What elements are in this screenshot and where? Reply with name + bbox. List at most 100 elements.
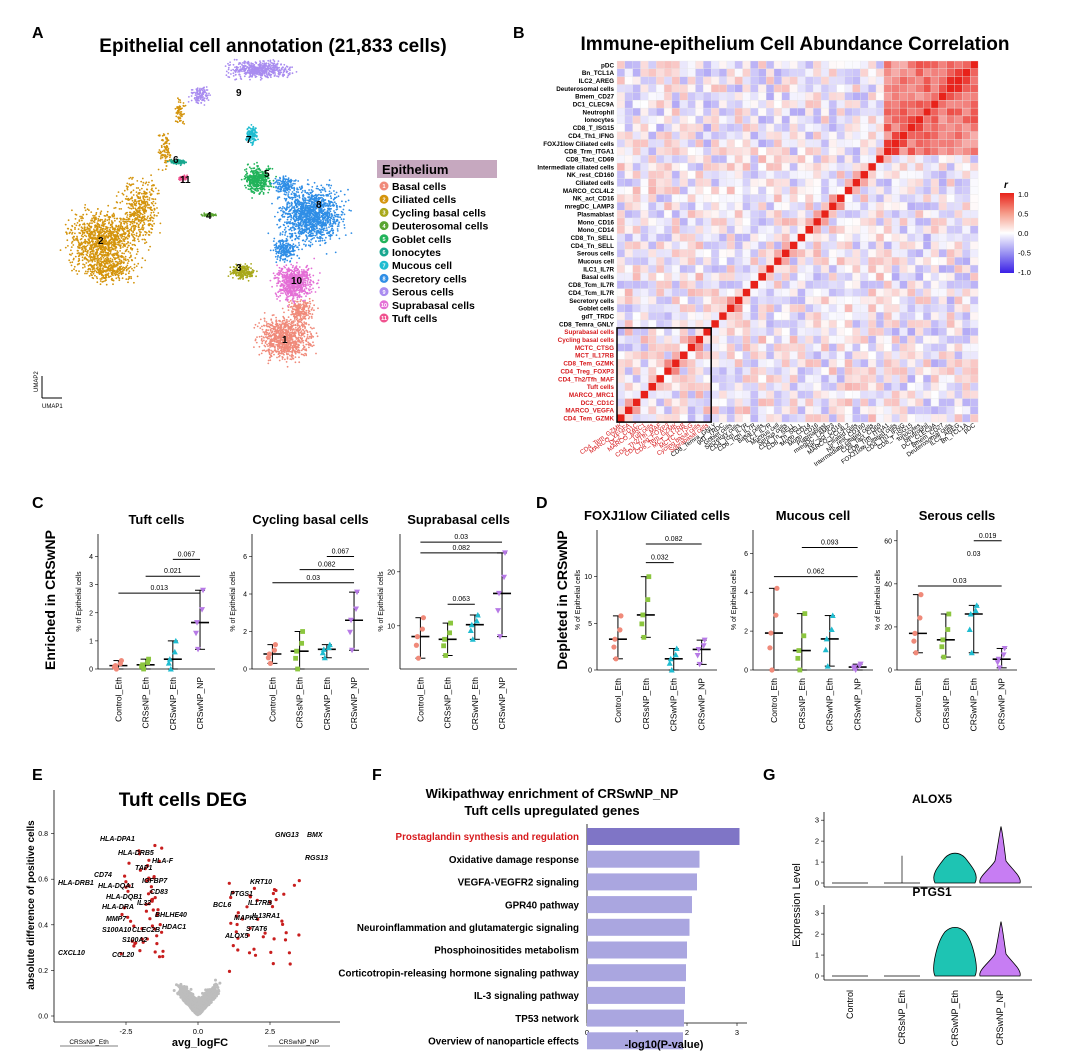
panel-c-ylabel: Enriched in CRSwNP (42, 530, 58, 670)
volcano-gene-label: IGFBP7 (142, 878, 168, 885)
dotplot-ytick: 6 (243, 554, 247, 561)
volcano-gene-label: CCL20 (112, 952, 134, 959)
dotplot-ylabel: % of Epithelial cells (731, 569, 738, 630)
umap-legend-title: Epithelium (382, 162, 448, 177)
volcano-gene-label: MAPK1 (234, 915, 259, 922)
umap-points-4 (200, 212, 218, 218)
volcano-points-sig (119, 843, 301, 974)
umap-legend-dot-5 (379, 234, 389, 244)
pathway-label: IL-3 signaling pathway (474, 991, 580, 1002)
heatmap-row-11 (616, 139, 979, 148)
dotplot-ytick: 5 (588, 621, 592, 628)
volcano-xlabel: avg_logFC (172, 1037, 228, 1049)
heatmap-row-label: CD4_Th2/Tfh_MAF (558, 376, 614, 383)
volcano-gene-label: ALOX5 (224, 933, 248, 940)
umap-legend-label-8: Secretory cells (392, 273, 467, 285)
umap-legend-id-3: 3 (382, 211, 385, 217)
heatmap-row-35 (616, 327, 979, 336)
heatmap-row-label: MCTC_CTSG (575, 345, 614, 352)
dotplot-group-label: Control_Eth (613, 678, 623, 723)
violin-group-label: Control (845, 990, 855, 1019)
heatmap-row-label: CD4_Treg_FOXP3 (560, 368, 614, 375)
panel-f-pathways: Wikipathway enrichment of CRSwNP_NP Tuft… (338, 786, 747, 1051)
heatmap-colorbar-ticks: 1.0 0.5 0.0 -0.5 -1.0 (1018, 190, 1031, 277)
dotplot-ytick: 0 (888, 668, 892, 675)
heatmap-row-label: CD4_Tcm_IL7R (568, 290, 614, 297)
volcano-gene-label: CD74 (94, 872, 112, 879)
panel-d-ylabel: Depleted in CRSwNP (554, 530, 570, 669)
panel-a-umap: Epithelial cell annotation (21,833 cells… (34, 36, 497, 410)
heatmap-row-label: NK_rest_CD160 (567, 172, 615, 179)
volcano-xtick: -2.5 (120, 1027, 133, 1036)
heatmap-highlight-box (616, 327, 712, 423)
umap-points-9 (187, 86, 212, 106)
pathway-label: Phosphoinositides metabolism (434, 946, 579, 957)
dotplot-serous-cells: Serous cells 0 20 40 60 % of Epithelial cells… (875, 508, 1017, 731)
umap-legend-dot-8 (379, 273, 389, 283)
volcano-ytick: 0.2 (38, 968, 48, 975)
heatmap-row-label: CD4_Th1_IFNG (568, 133, 614, 140)
dotplot-pvalue: 0.063 (452, 596, 470, 603)
violin-ytick: 3 (815, 909, 819, 918)
heatmap-row-label: Ionocytes (585, 117, 615, 124)
heatmap-row-5 (616, 92, 979, 101)
heatmap-row-label: CD8_Tn_SELL (571, 235, 615, 242)
dotplot-title: Serous cells (919, 508, 996, 523)
pathway-bar (587, 1032, 683, 1050)
heatmap-row-label: Cycling basal cells (558, 337, 615, 344)
panel-label-f: F (372, 767, 382, 784)
heatmap-row-22 (616, 225, 979, 234)
dotplot-ytick: 60 (884, 538, 892, 545)
dotplot-ytick: 0 (89, 667, 93, 674)
violin-ytick: 2 (815, 837, 819, 846)
umap-legend-label-4: Deuterosomal cells (392, 221, 488, 233)
volcano-points (119, 843, 301, 1017)
dotplot-ylabel: % of Epithelial cells (378, 571, 385, 632)
panel-label-c: C (32, 495, 44, 512)
dotplot-pvalue: 0.03 (454, 534, 468, 541)
umap-points-2 (174, 97, 187, 125)
dotplot-ylabel: % of Epithelial cells (575, 569, 582, 630)
volcano-gene-label: TAP1 (135, 865, 152, 872)
heatmap-row-10 (616, 131, 979, 140)
volcano-gene-label: HLA-DQB1 (106, 894, 142, 901)
heatmap-row-27 (616, 264, 979, 274)
heatmap-row-label: Tuft cells (587, 384, 615, 391)
volcano-ytick: 0.6 (38, 877, 48, 884)
heatmap-row-45 (616, 406, 979, 415)
dotplot-group-label: Control_Eth (913, 678, 923, 723)
heatmap-row-24 (616, 241, 979, 250)
umap-legend-id-2: 2 (382, 197, 385, 203)
umap-points-1 (253, 311, 319, 368)
dotplot-suprabasal-cells: Suprabasal cells 10 20% of Epithelial cell… (378, 512, 517, 730)
heatmap-row-41 (616, 374, 979, 383)
heatmap-row-38 (616, 351, 979, 360)
violin-gene-title: PTGS1 (912, 885, 952, 899)
dotplot-pvalue: 0.082 (665, 536, 683, 543)
heatmap-row-label: Mucous cell (578, 259, 614, 266)
volcano-gene-label: S100A2 (122, 937, 147, 944)
volcano-ylabel: absolute difference of positive cells (26, 820, 37, 990)
volcano-gene-label: BMX (307, 832, 324, 839)
dotplot-ytick: 0 (588, 668, 592, 675)
heatmap-row-label: Deuterosomal cells (556, 86, 614, 93)
heatmap-row-label: ILC1_IL7R (583, 266, 614, 273)
pathway-label: VEGFA-VEGFR2 signaling (458, 878, 579, 889)
dotplot-pvalue: 0.03 (306, 575, 320, 582)
heatmap-row-43 (616, 390, 979, 399)
heatmap-row-20 (616, 209, 979, 219)
heatmap-row-40 (616, 366, 979, 376)
heatmap-row-label: Suprabasal cells (564, 329, 614, 336)
dotplot-group-label: CRSsNP_Eth (797, 678, 807, 730)
dotplot-pvalue: 0.082 (318, 562, 336, 569)
dotplot-title: Mucous cell (776, 508, 850, 523)
volcano-gene-label: HLA-DRB1 (58, 880, 94, 887)
heatmap-row-4 (616, 84, 979, 93)
panel-g-violins: Expression Level ALOX5 0 1 2 3 PTGS1 0 1 2 3 Contr… (791, 792, 1032, 1047)
panel-b-title: Immune-epithelium Cell Abundance Correla… (581, 34, 1010, 55)
violin-plots: ALOX5 0 1 2 3 PTGS1 0 1 2 3 Control CRSsNP_Eth CRSwN… (815, 792, 1032, 1047)
pathway-bar (587, 964, 686, 982)
umap-cluster-label-8: 8 (316, 200, 322, 211)
heatmap-row-label: Mono_CD16 (578, 219, 615, 226)
